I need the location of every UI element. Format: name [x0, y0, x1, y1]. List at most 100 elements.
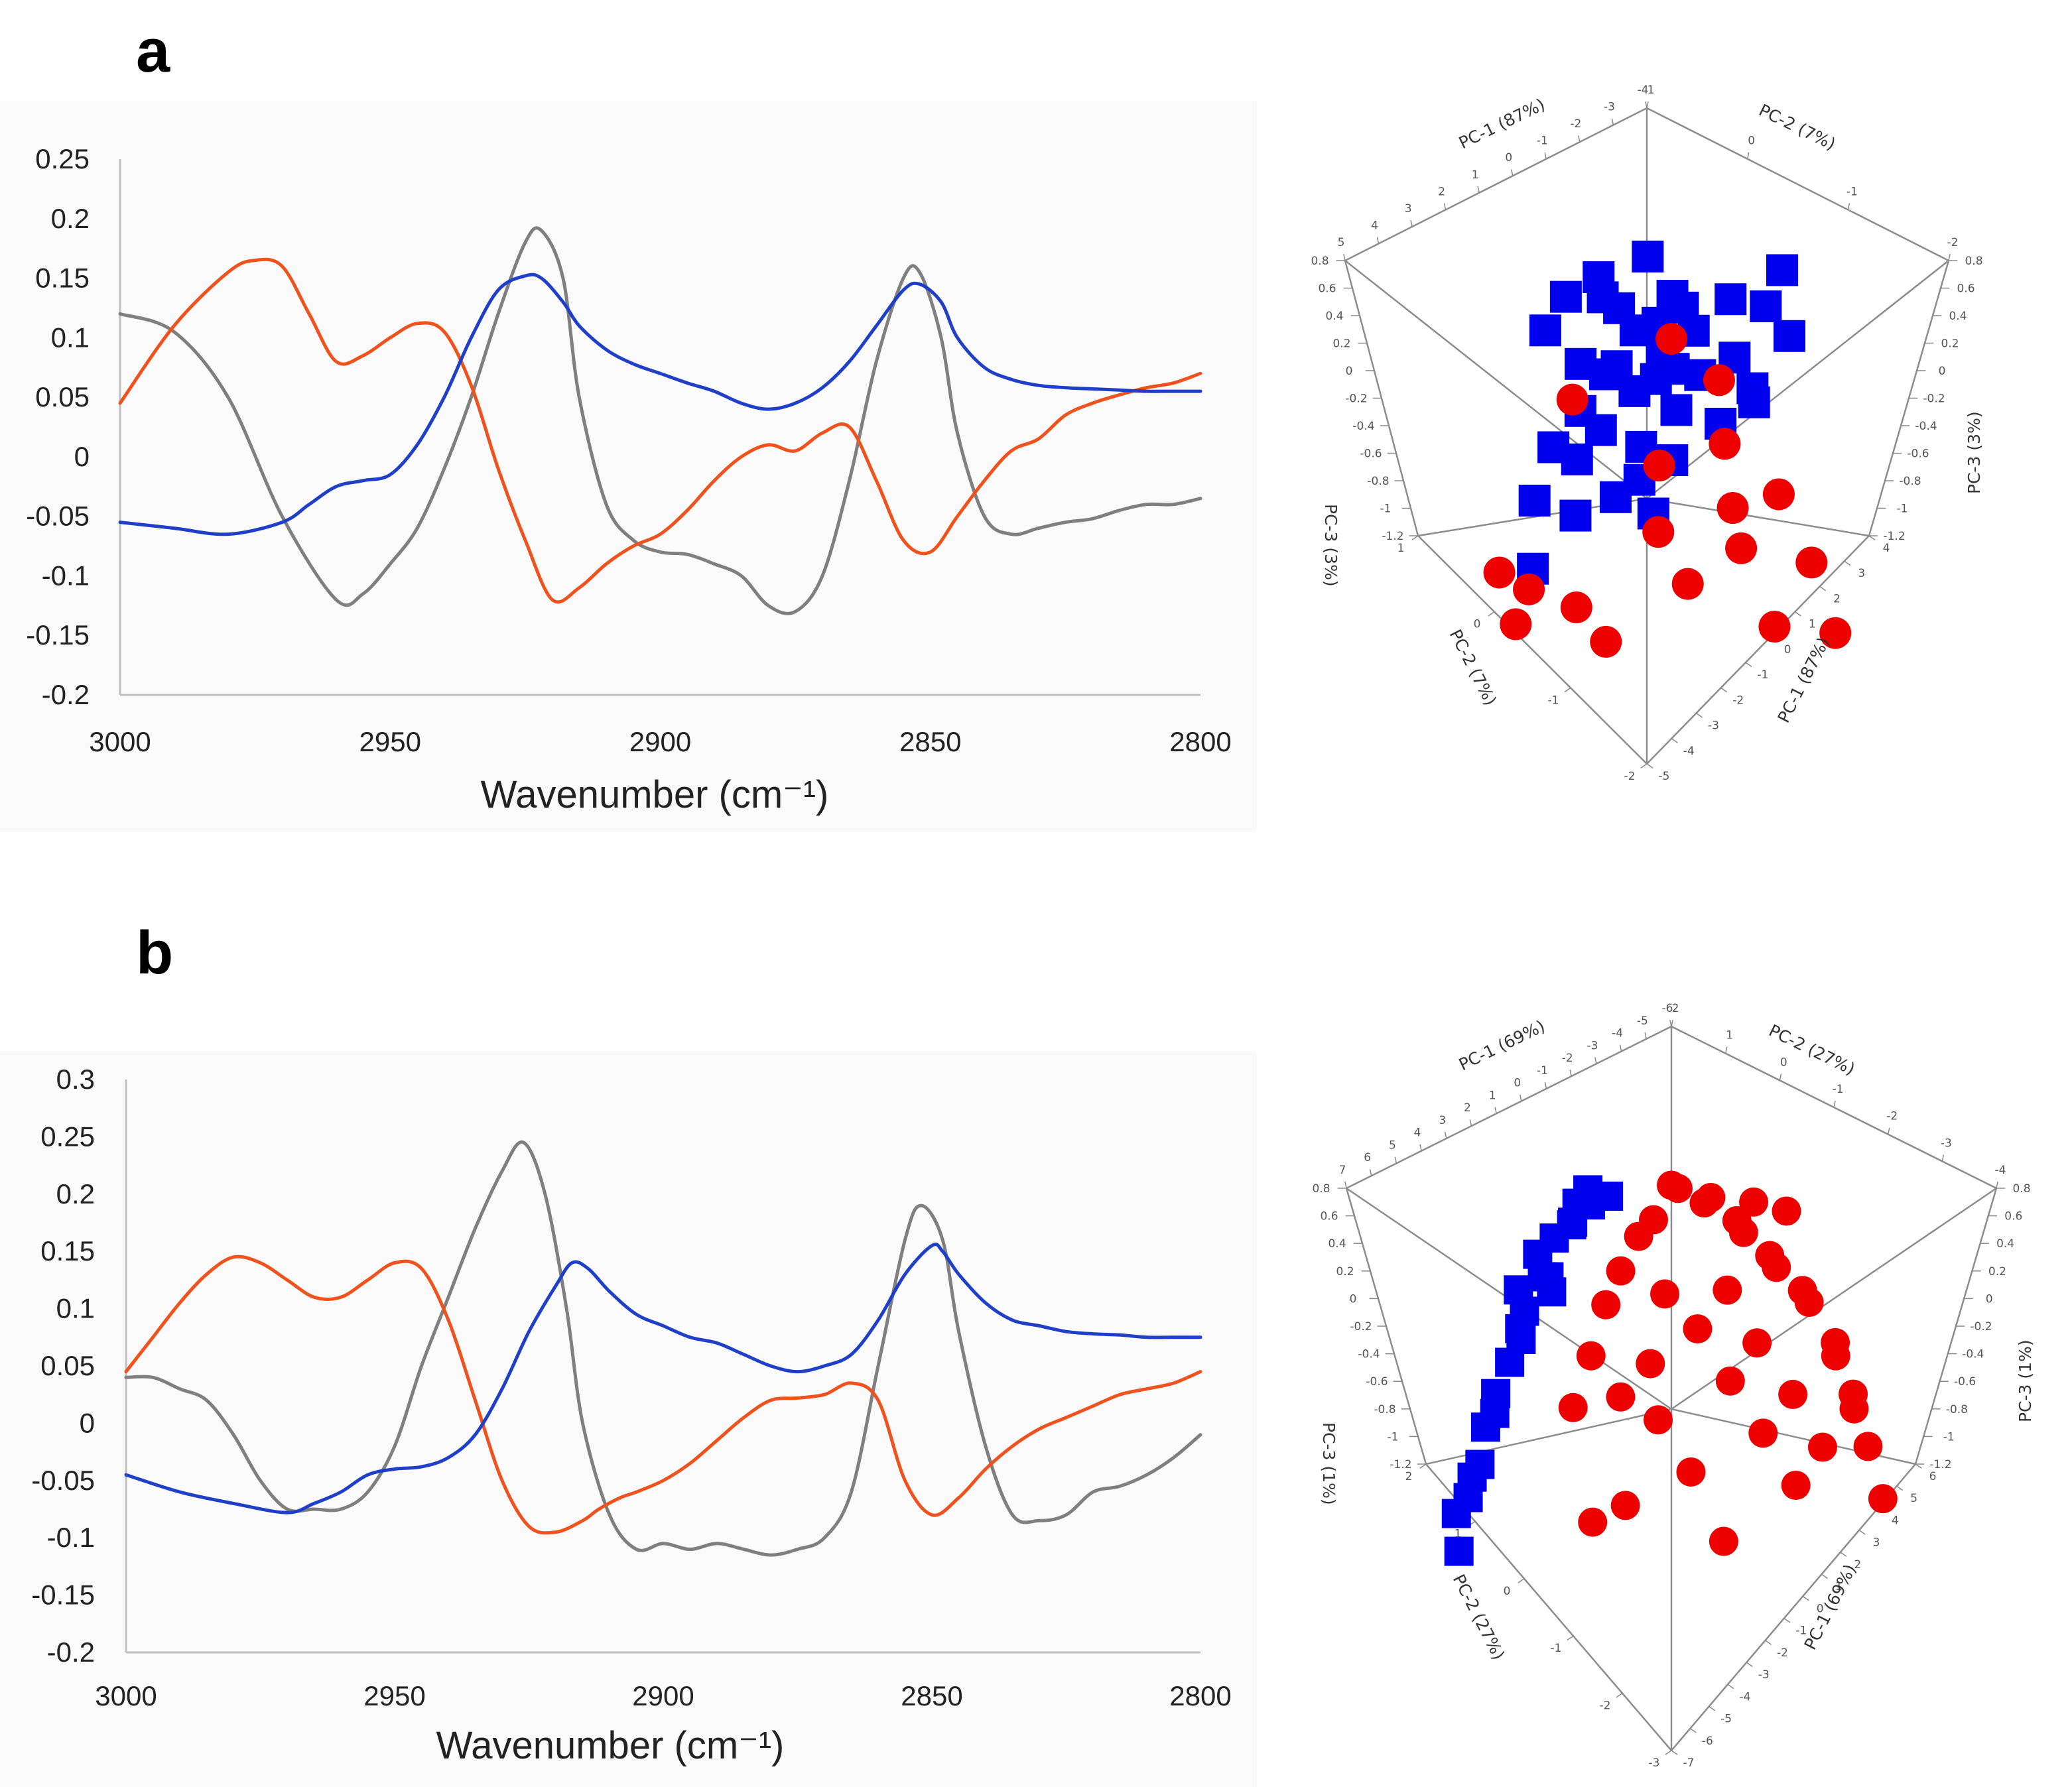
y-tick-label: -0.15 [31, 1579, 95, 1611]
cube-edge [1344, 260, 1648, 499]
spectrum-series-line-0 [124, 1140, 1202, 1557]
pca-point-circle [1821, 1341, 1850, 1371]
pca-tick-mark [1727, 1684, 1734, 1690]
pca-tick-mark [1594, 1057, 1597, 1064]
pca-tick-label: -1 [1897, 503, 1908, 516]
pca-tick-label: 0.2 [1336, 1265, 1354, 1278]
pca-tick-label: 0 [1350, 1292, 1357, 1306]
spectrum-series-line-2 [118, 273, 1202, 536]
pca-point-square [1656, 280, 1689, 312]
pca-point-circle [1671, 568, 1704, 600]
pca-point-circle [1716, 492, 1749, 524]
pc1-label-top-a: PC-1 (87%) [1456, 95, 1548, 153]
pca-point-circle [1762, 1253, 1791, 1282]
pca-tick-label: -5 [1637, 1015, 1648, 1028]
pca-point-circle [1748, 1418, 1778, 1448]
pca-tick-mark [1819, 585, 1827, 591]
pca-tick-mark [1564, 687, 1571, 693]
pca-tick-label: 7 [1339, 1164, 1346, 1177]
pca-point-circle [1795, 546, 1828, 579]
pca-tick-label: -0.6 [1366, 1375, 1388, 1388]
pca-tick-label: 1 [1489, 1089, 1496, 1102]
pca-point-circle [1709, 1526, 1738, 1556]
pca-points-a [1483, 240, 1852, 658]
pca-tick-label: 2 [1464, 1101, 1471, 1115]
pca-tick-label: -2 [1777, 1646, 1788, 1660]
pca-tick-mark [1510, 169, 1514, 176]
pca-point-square [1537, 1277, 1567, 1307]
pca-tick-label: 0 [1748, 135, 1755, 148]
pca-point-square [1518, 484, 1551, 517]
pca-tick-label: 1 [1835, 1580, 1843, 1593]
pca-tick-mark [1896, 1485, 1904, 1491]
y-tick-label: 0.2 [51, 203, 90, 234]
pca-tick-label: -4 [1739, 1690, 1750, 1703]
pca-tick-mark [1671, 1020, 1673, 1027]
pca-point-circle [1590, 625, 1622, 658]
pca-tick-mark [1376, 237, 1380, 244]
pca-tick-label: 1 [1809, 618, 1816, 631]
pca-tick-mark [1821, 1573, 1828, 1579]
pca-tick-mark [1915, 1463, 1922, 1469]
pca-tick-label: 0.6 [1318, 282, 1336, 296]
pca-tick-label: -7 [1683, 1756, 1695, 1770]
pca-tick-label: 0.8 [1311, 255, 1328, 268]
y-tick-label: 0.15 [35, 263, 90, 294]
pca-tick-mark [1689, 1728, 1697, 1733]
pca-tick-label: 2 [1854, 1558, 1861, 1571]
pca-tick-label: -4 [1683, 745, 1695, 758]
pca-tick-label: 0 [1504, 1585, 1511, 1598]
pca-tick-mark [1578, 135, 1581, 143]
x-tick-label: 2900 [629, 726, 691, 757]
pca-tick-label: -1 [1388, 1430, 1399, 1444]
pca-tick-label: -3 [1758, 1668, 1770, 1682]
pca-point-circle [1781, 1470, 1811, 1500]
pca-tick-label: -4 [1638, 84, 1649, 97]
pca-tick-label: 0.4 [1949, 310, 1967, 323]
pca-tick-label: -5 [1659, 770, 1670, 783]
pca-point-circle [1558, 1392, 1588, 1422]
x-tick-label: 2950 [363, 1680, 425, 1711]
pca-tick-label: 2 [1672, 1002, 1679, 1015]
pca-point-square [1766, 254, 1798, 286]
pca-point-circle [1703, 364, 1735, 397]
pca-tick-label: -0.8 [1374, 1403, 1395, 1416]
pca-tick-mark [1616, 1692, 1623, 1698]
y-tick-label: 0.1 [51, 322, 90, 353]
pca-point-square [1773, 320, 1805, 352]
pca-tick-label: 0 [1780, 1056, 1787, 1069]
pca-tick-label: -0.2 [1923, 393, 1945, 406]
pca-tick-mark [1720, 687, 1728, 693]
cube-edge [1646, 107, 1949, 262]
y-tick-label: -0.05 [26, 501, 90, 532]
pca-point-circle [1556, 383, 1588, 416]
pca-point-circle [1483, 556, 1516, 589]
pca-point-circle [1513, 573, 1545, 605]
pca-tick-label: 0.8 [1965, 255, 1982, 268]
pca-tick-label: 0.8 [2012, 1182, 2030, 1196]
pca-point-square [1715, 283, 1747, 316]
pca-tick-label: -1 [1537, 135, 1548, 148]
series-group-b [124, 1140, 1202, 1557]
pc3-label-left-b: PC-3 (1%) [1319, 1422, 1338, 1505]
pca-tick-mark [1833, 1101, 1836, 1108]
pca-tick-label: 2 [1833, 592, 1841, 605]
pc2-label-bottom-b: PC-2 (27%) [1449, 1571, 1509, 1663]
panel-letter-b: b [136, 919, 173, 987]
pca-tick-mark [1443, 203, 1447, 210]
pca-tick-label: 0 [1514, 1077, 1521, 1090]
pca-tick-label: 0.4 [1328, 1237, 1346, 1251]
pca-point-circle [1624, 1221, 1653, 1251]
pca-tick-label: 4 [1883, 542, 1890, 555]
spectrum-series-line-2 [124, 1243, 1202, 1514]
pca-point-square [1600, 350, 1633, 383]
pca-point-circle [1739, 1187, 1769, 1217]
cube-edge [1417, 535, 1648, 765]
x-tick-label: 2800 [1169, 1680, 1231, 1711]
spectrum-series-line-0 [118, 226, 1202, 615]
pca-point-square [1506, 1324, 1536, 1354]
pca-tick-label: -0.2 [1970, 1320, 1992, 1333]
pca-point-circle [1709, 428, 1741, 460]
cube-edge [1646, 260, 1949, 499]
